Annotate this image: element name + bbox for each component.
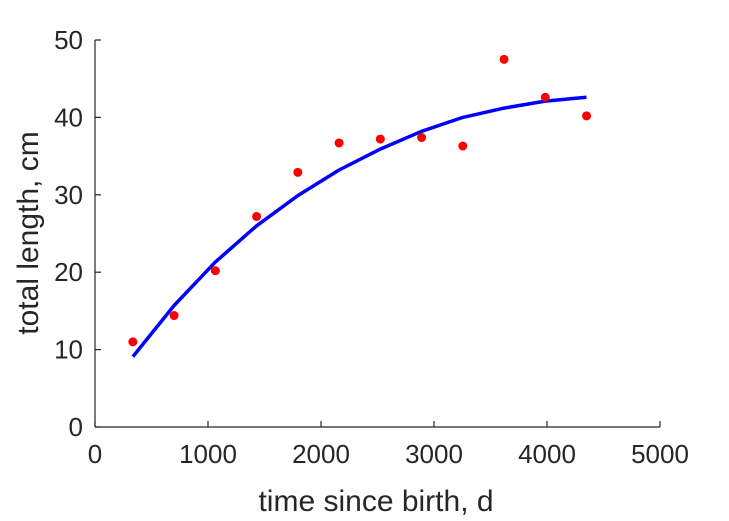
y-tick-label: 40 <box>54 102 83 132</box>
x-axis-label: time since birth, d <box>258 485 493 518</box>
tick-labels: 0 1000 2000 3000 4000 5000 0 10 20 30 40 50 <box>54 25 689 469</box>
data-point <box>128 337 138 347</box>
data-point <box>169 311 179 321</box>
x-tick-label: 3000 <box>405 439 463 469</box>
data-point <box>582 111 592 121</box>
data-point <box>252 211 262 221</box>
data-point <box>499 54 509 64</box>
y-tick-label: 50 <box>54 25 83 55</box>
data-point <box>293 167 303 177</box>
y-axis-label: total length, cm <box>12 131 45 334</box>
axes <box>94 39 661 428</box>
y-tick-label: 0 <box>69 412 83 442</box>
x-tick-label: 1000 <box>179 439 237 469</box>
y-tick-label: 20 <box>54 257 83 287</box>
data-point <box>375 134 385 144</box>
data-point <box>540 92 550 102</box>
y-tick-label: 10 <box>54 335 83 365</box>
data-point <box>417 133 427 143</box>
data-point <box>334 138 344 148</box>
plot-marks <box>128 54 592 358</box>
data-point <box>210 266 220 276</box>
data-point <box>458 141 468 151</box>
x-tick-label: 0 <box>88 439 102 469</box>
y-tick-label: 30 <box>54 180 83 210</box>
x-tick-label: 4000 <box>518 439 576 469</box>
fit-line <box>131 95 587 358</box>
x-tick-label: 2000 <box>292 439 350 469</box>
x-tick-label: 5000 <box>631 439 689 469</box>
